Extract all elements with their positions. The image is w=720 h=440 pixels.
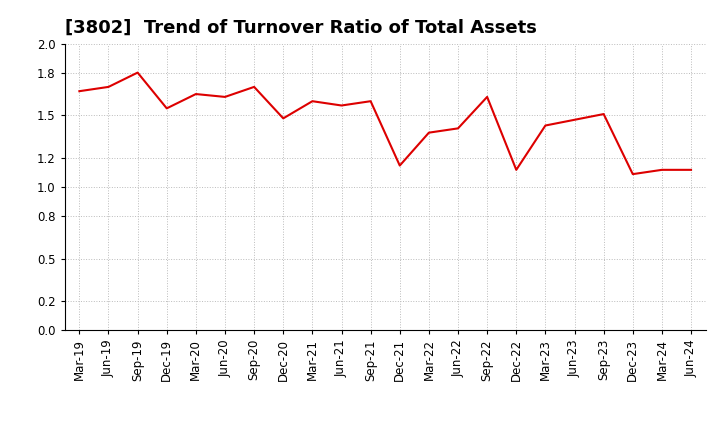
Text: [3802]  Trend of Turnover Ratio of Total Assets: [3802] Trend of Turnover Ratio of Total … (65, 19, 536, 37)
